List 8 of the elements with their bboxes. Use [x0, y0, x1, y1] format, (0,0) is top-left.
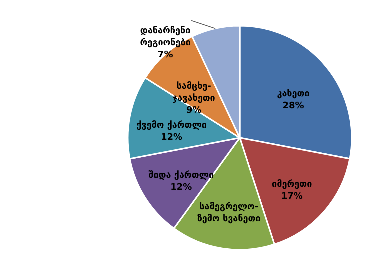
slice-label: ქვემო ქართლი: [136, 120, 207, 131]
data-label: 12%: [170, 183, 192, 194]
slice-label: კახეთი: [277, 88, 310, 100]
data-label: 28%: [282, 102, 304, 112]
data-label: 17%: [281, 192, 303, 202]
data-label: 12%: [161, 132, 183, 143]
slice-label: იმერეთი: [272, 178, 312, 190]
slice-label: სამეგრელო-ზემო სვანეთი: [197, 202, 261, 225]
